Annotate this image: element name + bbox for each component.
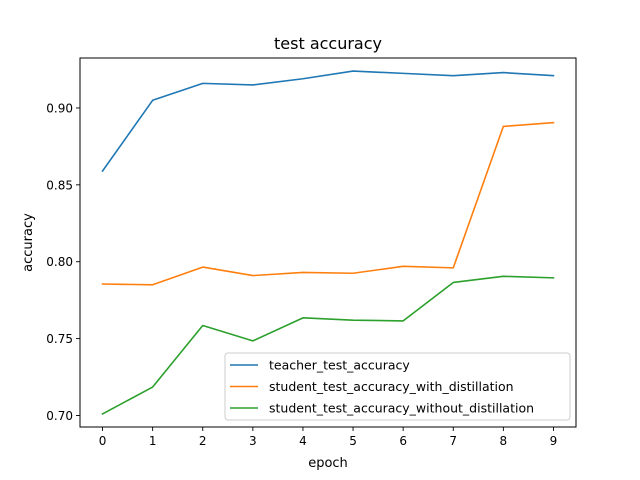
legend-box bbox=[224, 352, 571, 421]
legend: teacher_test_accuracy student_test_accura… bbox=[224, 352, 571, 421]
x-tick-label: 9 bbox=[550, 434, 558, 448]
y-tick-label: 0.75 bbox=[46, 332, 73, 346]
x-axis-label: epoch bbox=[308, 456, 348, 471]
x-tick-label: 2 bbox=[199, 434, 207, 448]
legend-label-2: student_test_accuracy_without_distillati… bbox=[269, 401, 534, 416]
y-axis-label: accuracy bbox=[21, 213, 36, 272]
chart-title: test accuracy bbox=[274, 34, 382, 53]
series-line-2 bbox=[101, 275, 555, 416]
x-tick-label: 3 bbox=[249, 434, 257, 448]
y-tick-label: 0.80 bbox=[46, 255, 73, 269]
series-line-0 bbox=[101, 70, 555, 173]
x-tick-label: 7 bbox=[449, 434, 457, 448]
y-tick-label: 0.90 bbox=[46, 101, 73, 115]
plot-frame bbox=[79, 57, 577, 428]
x-tick-label: 8 bbox=[500, 434, 508, 448]
x-tick-label: 4 bbox=[299, 434, 307, 448]
y-tick-label: 0.85 bbox=[46, 178, 73, 192]
series-line-1 bbox=[101, 121, 555, 286]
x-tick-label: 0 bbox=[99, 434, 107, 448]
legend-label-1: student_test_accuracy_with_distillation bbox=[269, 379, 514, 394]
legend-label-0: teacher_test_accuracy bbox=[269, 358, 410, 373]
x-tick-label: 6 bbox=[399, 434, 407, 448]
y-tick-label: 0.70 bbox=[46, 409, 73, 423]
x-tick-label: 1 bbox=[149, 434, 157, 448]
x-tick-label: 5 bbox=[349, 434, 357, 448]
